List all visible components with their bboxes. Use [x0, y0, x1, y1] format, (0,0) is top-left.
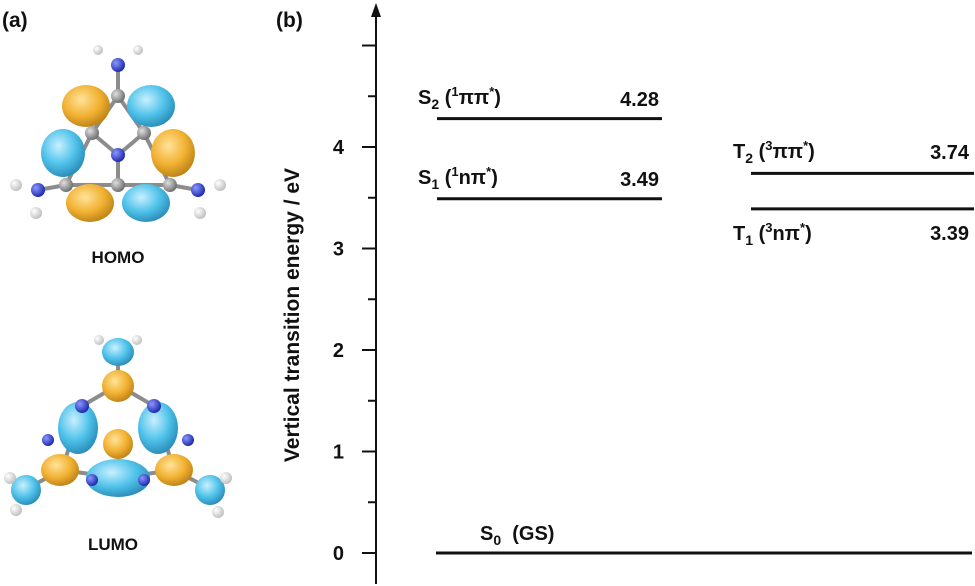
- axis-ticks: 0 1 2 3 4: [333, 44, 376, 565]
- t2-label: T2 (3ππ*): [733, 138, 815, 166]
- homo-orbital-image: [10, 45, 226, 222]
- y-tick-label: 3: [333, 239, 344, 261]
- lumo-atoms: [4, 335, 232, 518]
- s1-label: S1 (1nπ*): [418, 164, 498, 192]
- y-tick-label: 0: [333, 543, 344, 565]
- s1-energy-value: 3.49: [620, 169, 659, 191]
- s0-label: S0 (GS): [480, 523, 554, 548]
- y-tick-label: 4: [333, 137, 345, 159]
- y-axis-arrow: [371, 3, 381, 17]
- level-lines: [436, 117, 974, 555]
- panel-b-label: (b): [276, 9, 303, 32]
- s2-label: S2 (1ππ*): [418, 84, 501, 112]
- y-axis-label: Vertical transition energy / eV: [281, 168, 304, 462]
- homo-label: HOMO: [92, 248, 145, 267]
- t1-energy-value: 3.39: [930, 223, 969, 245]
- t2-energy-value: 3.74: [930, 142, 970, 164]
- y-tick-label: 1: [333, 442, 344, 464]
- s2-energy-value: 4.28: [620, 89, 659, 111]
- lumo-label: LUMO: [88, 535, 138, 554]
- homo-atoms: [10, 45, 226, 219]
- panel-a-label: (a): [2, 9, 28, 32]
- t1-label: T1 (3nπ*): [733, 220, 812, 248]
- y-tick-label: 2: [333, 340, 344, 362]
- lumo-orbital-image: [4, 335, 232, 518]
- energy-axis: [371, 3, 381, 584]
